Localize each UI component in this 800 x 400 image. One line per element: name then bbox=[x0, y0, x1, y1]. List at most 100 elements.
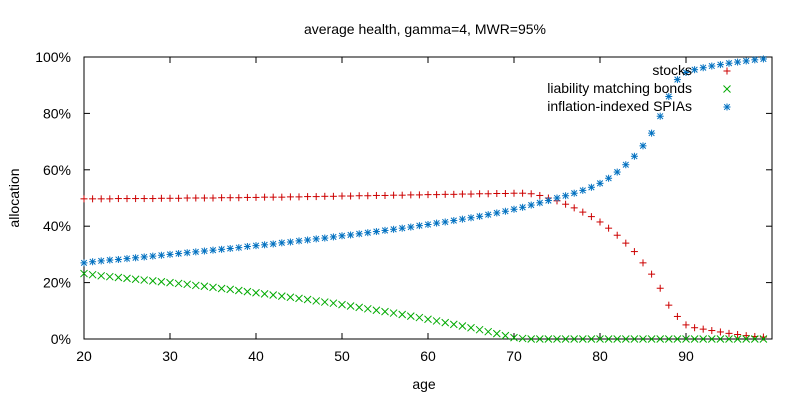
data-point bbox=[682, 69, 690, 77]
data-point bbox=[493, 209, 501, 217]
data-point bbox=[725, 329, 733, 337]
data-point bbox=[200, 247, 208, 255]
data-point bbox=[312, 193, 320, 201]
data-point bbox=[527, 190, 535, 198]
data-point bbox=[106, 195, 114, 203]
data-point bbox=[656, 335, 665, 343]
data-point bbox=[175, 194, 183, 202]
data-point bbox=[570, 189, 578, 197]
data-point bbox=[364, 192, 372, 200]
series-1 bbox=[80, 189, 767, 341]
data-point bbox=[536, 191, 544, 199]
x-tick-label: 70 bbox=[506, 348, 522, 364]
y-tick-label: 20% bbox=[43, 275, 71, 291]
data-point bbox=[467, 323, 475, 332]
data-point bbox=[493, 189, 501, 197]
data-point bbox=[338, 192, 346, 200]
data-point bbox=[501, 207, 509, 215]
data-point bbox=[157, 251, 165, 259]
data-point bbox=[648, 270, 656, 278]
data-point bbox=[424, 221, 432, 229]
legend-marker bbox=[723, 85, 731, 93]
data-point bbox=[277, 292, 286, 300]
data-marks bbox=[80, 55, 768, 343]
data-point bbox=[613, 231, 621, 239]
data-point bbox=[510, 205, 518, 213]
data-point bbox=[149, 252, 157, 260]
data-point bbox=[475, 325, 484, 334]
y-tick-label: 80% bbox=[43, 105, 71, 121]
data-point bbox=[630, 248, 638, 256]
axis-ticks: 0% 20% 40% 60% 80% 100% 20 30 40 50 60 70 80 90 bbox=[35, 49, 772, 364]
data-point bbox=[630, 335, 639, 343]
data-point bbox=[553, 335, 561, 343]
data-point bbox=[398, 191, 406, 199]
data-point bbox=[243, 193, 251, 201]
data-point bbox=[484, 327, 493, 336]
data-point bbox=[192, 248, 200, 256]
data-point bbox=[364, 229, 372, 237]
data-point bbox=[510, 333, 518, 342]
data-point bbox=[484, 190, 492, 198]
data-point bbox=[622, 239, 630, 247]
data-point bbox=[329, 192, 337, 200]
data-point bbox=[218, 245, 226, 253]
data-point bbox=[492, 329, 501, 338]
data-point bbox=[501, 331, 510, 340]
data-point bbox=[596, 179, 604, 187]
data-point bbox=[733, 335, 742, 343]
data-point bbox=[338, 232, 346, 240]
x-axis-label: age bbox=[412, 376, 436, 392]
data-point bbox=[226, 285, 235, 294]
data-point bbox=[278, 239, 286, 247]
data-point bbox=[484, 211, 492, 219]
data-point bbox=[467, 214, 475, 222]
data-point bbox=[725, 335, 733, 343]
data-point bbox=[347, 192, 355, 200]
data-point bbox=[140, 276, 149, 284]
data-point bbox=[716, 335, 725, 343]
data-point bbox=[243, 287, 252, 296]
data-point bbox=[312, 235, 320, 243]
data-point bbox=[690, 335, 699, 343]
data-point bbox=[183, 280, 192, 289]
data-point bbox=[648, 129, 656, 137]
data-point bbox=[329, 299, 338, 308]
data-point bbox=[106, 256, 114, 264]
data-point bbox=[123, 195, 131, 203]
data-point bbox=[175, 250, 183, 258]
data-point bbox=[665, 92, 673, 100]
data-point bbox=[458, 322, 467, 330]
data-point bbox=[544, 197, 552, 205]
data-point bbox=[699, 325, 707, 333]
data-point bbox=[622, 161, 630, 169]
data-point bbox=[450, 217, 458, 225]
data-point bbox=[656, 284, 664, 292]
x-tick-label: 90 bbox=[678, 348, 694, 364]
data-point bbox=[183, 194, 191, 202]
data-point bbox=[355, 230, 363, 238]
data-point bbox=[604, 335, 613, 343]
data-point bbox=[647, 335, 656, 343]
data-point bbox=[166, 250, 174, 258]
data-point bbox=[235, 244, 243, 252]
data-point bbox=[218, 194, 226, 202]
data-point bbox=[131, 275, 140, 284]
data-point bbox=[587, 183, 595, 191]
data-point bbox=[200, 194, 208, 202]
data-point bbox=[381, 307, 389, 316]
data-point bbox=[252, 193, 260, 201]
data-point bbox=[501, 189, 509, 197]
data-point bbox=[578, 335, 587, 343]
data-point bbox=[140, 195, 148, 203]
data-point bbox=[269, 193, 277, 201]
data-point bbox=[80, 195, 88, 203]
data-point bbox=[630, 152, 638, 160]
series-2 bbox=[80, 269, 768, 343]
legend-label: inflation-indexed SPIAs bbox=[547, 98, 692, 114]
data-point bbox=[226, 194, 234, 202]
data-point bbox=[458, 215, 466, 223]
series-3 bbox=[80, 55, 767, 267]
data-point bbox=[338, 300, 346, 309]
